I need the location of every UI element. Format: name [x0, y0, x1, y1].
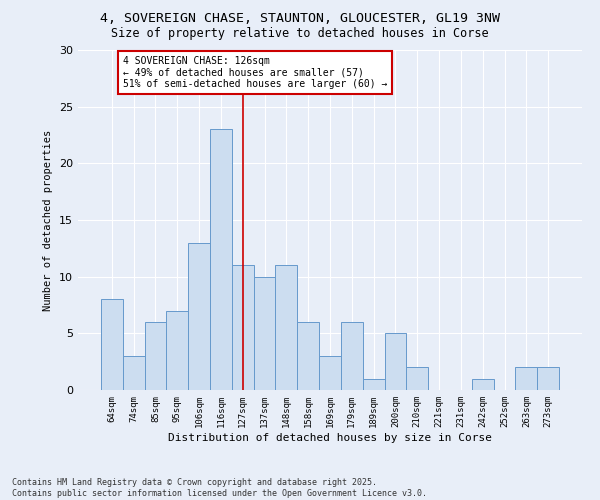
Text: 4, SOVEREIGN CHASE, STAUNTON, GLOUCESTER, GL19 3NW: 4, SOVEREIGN CHASE, STAUNTON, GLOUCESTER… — [100, 12, 500, 26]
X-axis label: Distribution of detached houses by size in Corse: Distribution of detached houses by size … — [168, 432, 492, 442]
Bar — [123, 356, 145, 390]
Bar — [341, 322, 363, 390]
Bar — [385, 334, 406, 390]
Bar — [232, 266, 254, 390]
Bar — [319, 356, 341, 390]
Bar — [188, 242, 210, 390]
Bar — [210, 130, 232, 390]
Bar — [537, 368, 559, 390]
Bar — [363, 378, 385, 390]
Bar — [472, 378, 494, 390]
Bar — [297, 322, 319, 390]
Y-axis label: Number of detached properties: Number of detached properties — [43, 130, 53, 310]
Bar — [145, 322, 166, 390]
Bar — [406, 368, 428, 390]
Bar — [166, 310, 188, 390]
Bar — [515, 368, 537, 390]
Bar — [275, 266, 297, 390]
Bar — [254, 276, 275, 390]
Text: Contains HM Land Registry data © Crown copyright and database right 2025.
Contai: Contains HM Land Registry data © Crown c… — [12, 478, 427, 498]
Text: Size of property relative to detached houses in Corse: Size of property relative to detached ho… — [111, 28, 489, 40]
Bar — [101, 300, 123, 390]
Text: 4 SOVEREIGN CHASE: 126sqm
← 49% of detached houses are smaller (57)
51% of semi-: 4 SOVEREIGN CHASE: 126sqm ← 49% of detac… — [123, 56, 387, 89]
